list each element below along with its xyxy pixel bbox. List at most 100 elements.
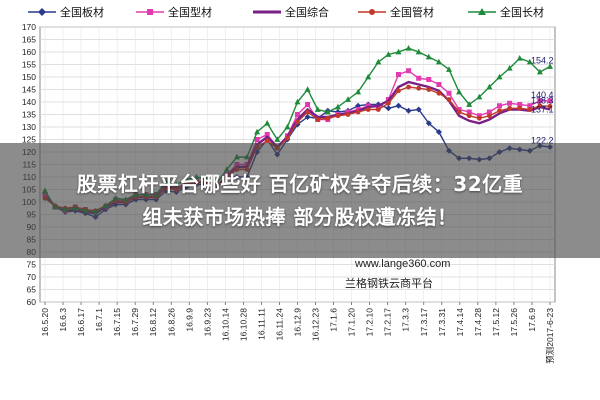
x-tick-label: 17.3.31	[437, 308, 447, 337]
legend-label: 全国型材	[168, 5, 212, 19]
data-point	[305, 109, 310, 115]
data-point	[264, 120, 271, 126]
data-point	[456, 109, 462, 115]
data-point	[426, 77, 432, 82]
y-tick-label: 130	[22, 122, 36, 132]
x-tick-label: 16.7.15	[112, 308, 122, 337]
data-point	[355, 107, 361, 112]
x-tick-label: 17.2.17	[383, 308, 393, 337]
x-tick-label: 17.5.26	[509, 308, 519, 337]
data-point	[295, 119, 300, 125]
legend-marker	[38, 8, 46, 16]
legend-label: 全国综合	[285, 5, 329, 19]
data-point	[375, 107, 381, 112]
data-point	[415, 106, 422, 113]
y-tick-label: 155	[22, 60, 36, 70]
data-point	[295, 112, 300, 117]
y-tick-label: 70	[27, 272, 37, 282]
data-point	[294, 98, 301, 105]
data-point	[325, 115, 331, 121]
data-point	[395, 102, 402, 109]
data-point	[537, 98, 543, 104]
data-point	[496, 73, 503, 80]
y-tick-label: 65	[27, 285, 37, 295]
data-point	[476, 93, 483, 100]
data-point	[406, 68, 412, 74]
data-point	[254, 137, 260, 142]
x-tick-label: 16.5.20	[40, 308, 50, 337]
data-point	[264, 132, 270, 137]
data-point	[304, 86, 311, 92]
x-tick-label: 16.9.9	[184, 308, 194, 332]
y-tick-label: 125	[22, 135, 36, 145]
data-point	[355, 109, 361, 115]
data-point	[507, 100, 513, 106]
x-tick-label: 17.4.14	[455, 308, 465, 337]
end-value-label: 140.4	[531, 90, 554, 100]
x-tick-label: 17.6.9	[527, 308, 537, 332]
x-tick-label: 17.3.17	[419, 308, 429, 337]
data-point	[396, 88, 401, 94]
x-tick-label: 16.11.11	[256, 308, 266, 340]
data-point	[486, 109, 492, 115]
x-tick-label: 17.1.6	[329, 308, 339, 332]
y-tick-label: 145	[22, 85, 36, 95]
data-point	[466, 109, 472, 115]
data-point	[547, 103, 553, 109]
data-point	[345, 96, 351, 102]
data-point	[345, 112, 351, 117]
headline-line-2: 组未获市场热捧 部分股权遭冻结！	[142, 205, 458, 229]
x-tick-label: 16.12.9	[293, 308, 303, 337]
end-value-label: 122.2	[531, 136, 554, 146]
data-point	[526, 58, 533, 65]
data-point	[537, 103, 543, 109]
end-value-label: 154.2	[531, 56, 554, 66]
data-point	[396, 72, 401, 77]
headline-line-1: 股票杠杆平台哪些好 百亿矿权争夺后续：32亿重	[76, 172, 524, 196]
legend-label: 全国长材	[500, 5, 544, 19]
data-point	[386, 100, 391, 106]
data-point	[456, 107, 462, 112]
data-point	[486, 83, 493, 90]
x-tick-label: 17.3.3	[401, 308, 411, 332]
legend-marker	[369, 9, 375, 15]
data-point	[497, 103, 502, 109]
data-point	[335, 113, 341, 119]
data-point	[446, 90, 452, 96]
data-point	[365, 107, 371, 112]
x-tick-label: 16.10.28	[238, 308, 248, 341]
x-tick-label: 16.9.23	[202, 308, 212, 337]
data-point	[415, 48, 422, 55]
data-point	[385, 51, 392, 57]
data-point	[285, 135, 290, 141]
end-value-label: 137.1	[531, 104, 554, 114]
x-tick-label: 16.12.23	[311, 308, 321, 341]
x-tick-label: 16.6.17	[76, 308, 86, 337]
x-tick-label: 16.10.14	[220, 308, 230, 341]
legend-label: 全国管材	[390, 5, 434, 19]
y-tick-label: 75	[27, 260, 37, 270]
data-point	[416, 75, 422, 81]
x-tick-label: 16.7.1	[94, 308, 104, 332]
data-point	[476, 113, 482, 119]
data-point	[334, 103, 341, 110]
data-point	[284, 123, 291, 130]
data-point	[315, 117, 321, 122]
data-point	[547, 63, 553, 69]
data-point	[254, 128, 261, 135]
y-tick-label: 135	[22, 110, 36, 120]
end-value-label: 138.3	[531, 95, 554, 105]
data-point	[264, 138, 270, 144]
legend-label: 全国板材	[60, 5, 104, 19]
data-point	[405, 107, 412, 114]
y-tick-label: 160	[22, 47, 36, 57]
data-point	[506, 65, 513, 71]
data-point	[274, 136, 281, 142]
data-point	[425, 53, 432, 60]
data-point	[365, 73, 372, 80]
data-point	[466, 101, 473, 107]
data-point	[435, 129, 442, 135]
data-point	[375, 58, 382, 65]
data-point	[497, 108, 502, 114]
headline-banner[interactable]: 股票杠杆平台哪些好 百亿矿权争夺后续：32亿重 组未获市场热捧 部分股权遭冻结！	[0, 143, 600, 258]
